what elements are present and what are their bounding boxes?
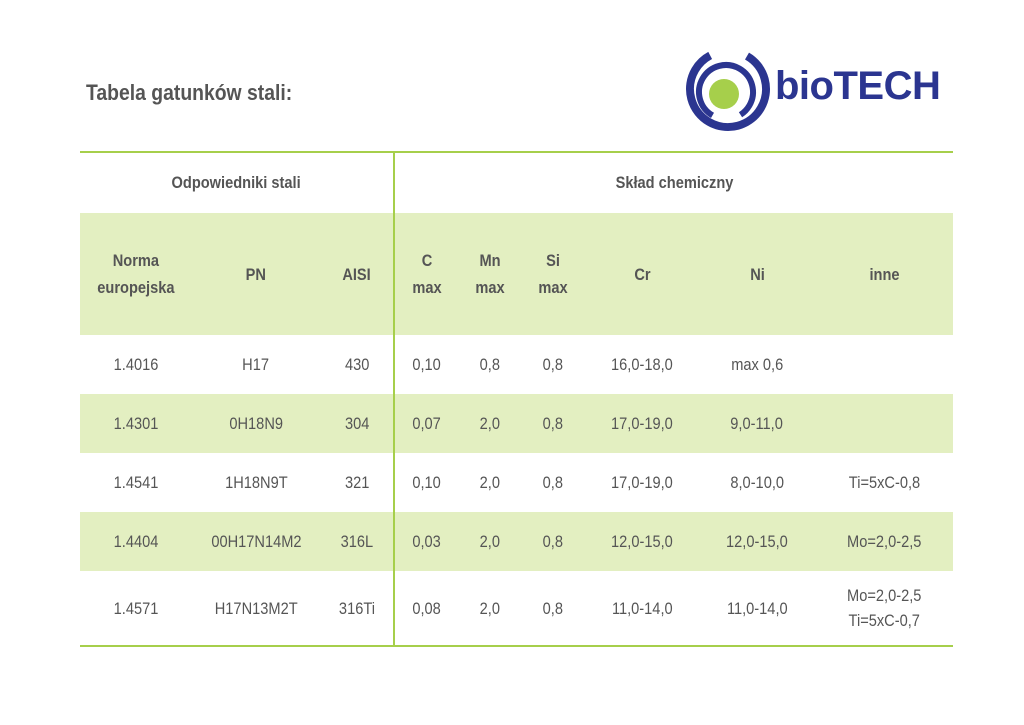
cell-si: 0,8 — [542, 354, 564, 374]
cell-norma: 1.4016 — [113, 354, 158, 374]
col-header-si-line2: max — [538, 278, 568, 297]
cell-cr: 17,0-19,0 — [585, 394, 700, 453]
logo-text-tech: TECH — [833, 64, 941, 108]
logo-wordmark: bioTECH — [775, 64, 941, 109]
group-header-composition: Skład chemiczny — [394, 151, 954, 213]
cell-norma: 1.4571 — [80, 571, 191, 647]
biotech-logo-icon — [686, 46, 770, 131]
col-header-c-line2: max — [411, 278, 442, 297]
cell-ni: 9,0-11,0 — [699, 394, 816, 453]
cell-norma: 1.4404 — [80, 512, 191, 571]
col-header-si: Si max — [521, 213, 586, 335]
table-row: 1.4541 1H18N9T 321 0,10 2,0 0,8 17,0-19,… — [80, 453, 953, 512]
biotech-logo: bioTECH — [682, 44, 952, 134]
cell-pn: H17N13M2T — [191, 571, 321, 647]
col-header-inne: inne — [815, 213, 954, 335]
page-title: Tabela gatunków stali: — [86, 80, 293, 105]
cell-c: 0,07 — [394, 394, 459, 453]
logo-text-bio: bio — [775, 64, 834, 108]
cell-cr: 17,0-19,0 — [611, 472, 673, 492]
cell-mn: 2,0 — [458, 571, 522, 647]
cell-pn: 0H18N9 — [191, 394, 321, 453]
cell-inne: Mo=2,0-2,5 Ti=5xC-0,7 — [815, 571, 954, 647]
col-header-aisi-label: AISI — [342, 264, 372, 284]
table-row: 1.4016 H17 430 0,10 0,8 0,8 16,0-18,0 ma… — [80, 335, 953, 394]
cell-si: 0,8 — [542, 472, 564, 492]
cell-mn: 0,8 — [479, 354, 500, 374]
col-header-ni: Ni — [699, 213, 816, 335]
col-header-aisi: AISI — [321, 213, 396, 335]
cell-pn: 00H17N14M2 — [191, 512, 321, 571]
col-header-cr: Cr — [585, 213, 700, 335]
cell-c: 0,08 — [394, 571, 459, 647]
col-header-mn-line1: Mn — [478, 251, 501, 270]
cell-aisi: 316Ti — [321, 571, 396, 647]
cell-norma: 1.4301 — [80, 394, 191, 453]
cell-mn: 2,0 — [458, 512, 522, 571]
col-header-si-line1: Si — [546, 251, 560, 270]
cell-ni: 8,0-10,0 — [730, 472, 784, 492]
col-header-norma-line2: europejska — [96, 278, 175, 297]
table-row: 1.4404 00H17N14M2 316L 0,03 2,0 0,8 12,0… — [80, 512, 954, 571]
cell-si: 0,8 — [521, 512, 586, 571]
table-row: 1.4571 H17N13M2T 316Ti 0,08 2,0 0,8 11,0… — [80, 571, 954, 647]
col-header-pn: PN — [191, 213, 321, 335]
col-header-pn-label: PN — [245, 264, 267, 284]
cell-c: 0,03 — [394, 512, 459, 571]
cell-mn: 2,0 — [458, 394, 522, 453]
col-header-norma-line1: Norma — [112, 251, 159, 270]
cell-cr: 16,0-18,0 — [611, 354, 673, 374]
cell-inne: Ti=5xC-0,8 — [848, 472, 920, 492]
cell-aisi: 321 — [321, 453, 396, 512]
cell-pn: H17 — [242, 354, 270, 374]
cell-pn: 1H18N9T — [224, 472, 288, 492]
cell-cr: 12,0-15,0 — [585, 512, 700, 571]
col-header-c-line1: C — [421, 251, 432, 270]
group-header-equivalents: Odpowiedniki stali — [80, 151, 396, 213]
col-header-ni-label: Ni — [749, 264, 765, 284]
steel-grades-table: Odpowiedniki stali Skład chemiczny Norma… — [80, 151, 954, 647]
table-row: 1.4301 0H18N9 304 0,07 2,0 0,8 17,0-19,0… — [80, 394, 954, 453]
group-header-row: Odpowiedniki stali Skład chemiczny — [80, 151, 954, 213]
cell-ni: 12,0-15,0 — [699, 512, 816, 571]
cell-mn: 2,0 — [479, 472, 500, 492]
col-header-mn: Mn max — [458, 213, 522, 335]
group-header-composition-label: Skład chemiczny — [615, 173, 733, 192]
cell-inne: Mo=2,0-2,5 — [815, 512, 954, 571]
cell-cr: 11,0-14,0 — [585, 571, 700, 647]
cell-si: 0,8 — [521, 571, 586, 647]
cell-inne — [815, 394, 954, 453]
cell-ni: max 0,6 — [730, 354, 784, 374]
cell-norma: 1.4541 — [113, 472, 158, 492]
cell-inne — [815, 335, 953, 394]
cell-aisi: 430 — [321, 335, 396, 394]
cell-c: 0,10 — [412, 472, 441, 492]
cell-aisi: 316L — [321, 512, 396, 571]
col-header-cr-label: Cr — [633, 264, 651, 284]
col-header-mn-line2: max — [474, 278, 505, 297]
cell-c: 0,10 — [412, 354, 441, 374]
cell-aisi: 304 — [321, 394, 396, 453]
col-header-inne-label: inne — [868, 264, 900, 284]
cell-ni: 11,0-14,0 — [699, 571, 816, 647]
group-header-equivalents-label: Odpowiedniki stali — [171, 173, 302, 192]
cell-si: 0,8 — [521, 394, 586, 453]
col-header-norma: Norma europejska — [80, 213, 191, 335]
